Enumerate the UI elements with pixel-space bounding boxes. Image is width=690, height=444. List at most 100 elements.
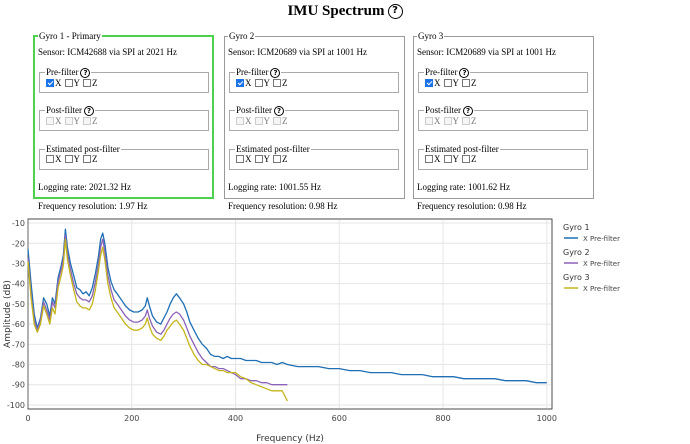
- help-icon[interactable]: ?: [84, 105, 94, 116]
- frequency-resolution: Frequency resolution: 0.98 Hz: [417, 201, 527, 211]
- gyro-panel-1: Gyro 1 - Primary Sensor: ICM42688 via SPI…: [33, 31, 214, 211]
- spectrum-chart[interactable]: 0 200 400 600 800 1000 -10 -20 -30 -40 -50 -60 -70 -8…: [0, 214, 690, 444]
- series-line-gyro-1: [27, 228, 547, 384]
- sensor-info: Sensor: ICM20689 via SPI at 1001 Hz: [417, 47, 556, 57]
- x-axis-checkbox[interactable]: [425, 155, 433, 163]
- z-axis-checkbox[interactable]: [83, 155, 91, 163]
- estimated-post-filter-legend: Estimated post-filter: [235, 144, 311, 154]
- pre-filter-group: Pre-filter? X Y Z: [418, 67, 588, 93]
- x-axis-checkbox[interactable]: [46, 155, 54, 163]
- gyro-panel-legend: Gyro 1 - Primary: [39, 31, 101, 41]
- estimated-post-filter-label: Estimated post-filter: [425, 144, 499, 154]
- z-axis-checkbox[interactable]: [83, 78, 91, 87]
- y-tick-label: -80: [12, 361, 25, 370]
- x-tick-label: 800: [435, 414, 450, 423]
- z-axis-checkbox[interactable]: [462, 78, 470, 87]
- y-axis-checkbox: [64, 116, 73, 125]
- x-axis-checkbox[interactable]: [236, 155, 244, 163]
- x-axis-label: X: [245, 154, 252, 164]
- pre-filter-legend: Pre-filter?: [424, 67, 470, 78]
- z-axis-checkbox[interactable]: [273, 78, 281, 87]
- y-tick-label: -70: [12, 340, 25, 349]
- post-filter-group: Post-filter? X Y Z: [229, 105, 399, 131]
- help-icon[interactable]: ?: [387, 4, 403, 20]
- z-axis-checkbox: [462, 116, 470, 125]
- pre-filter-legend: Pre-filter?: [45, 67, 91, 78]
- z-axis-checkbox[interactable]: [273, 155, 281, 163]
- estimated-post-filter-group: Estimated post-filter X Y Z: [229, 144, 399, 170]
- logging-rate: Logging rate: 1001.55 Hz: [228, 182, 321, 192]
- z-axis-label: Z: [282, 115, 288, 126]
- y-tick-label: -90: [12, 381, 25, 390]
- y-axis-checkbox: [254, 116, 263, 125]
- post-filter-label: Post-filter: [46, 105, 82, 115]
- x-axis-checkbox[interactable]: [425, 78, 433, 87]
- y-axis-label: Y: [263, 115, 271, 126]
- logging-rate: Logging rate: 2021.32 Hz: [38, 182, 131, 192]
- post-filter-label: Post-filter: [236, 105, 272, 115]
- pre-filter-group: Pre-filter? X Y Z: [39, 67, 209, 93]
- legend-item[interactable]: X Pre-filter: [583, 235, 620, 243]
- pre-filter-label: Pre-filter: [46, 67, 79, 77]
- gyro-panel-2: Gyro 2 Sensor: ICM20689 via SPI at 1001 H…: [224, 31, 405, 211]
- y-tick-label: -100: [7, 401, 25, 410]
- z-axis-checkbox[interactable]: [462, 155, 470, 163]
- y-axis-checkbox[interactable]: [443, 155, 452, 163]
- help-icon[interactable]: ?: [274, 105, 284, 116]
- y-axis-checkbox[interactable]: [64, 78, 73, 87]
- z-axis-checkbox: [83, 116, 91, 125]
- x-axis-label: X: [245, 77, 252, 88]
- plot-frame: [27, 218, 553, 410]
- y-axis-label: Y: [452, 154, 460, 164]
- y-axis-label: Y: [73, 115, 81, 126]
- post-filter-label: Post-filter: [425, 105, 461, 115]
- pre-filter-group: Pre-filter? X Y Z: [229, 67, 399, 93]
- help-icon[interactable]: ?: [459, 67, 470, 78]
- x-axis-checkbox[interactable]: [236, 78, 244, 87]
- help-icon[interactable]: ?: [463, 105, 473, 116]
- x-axis-label: X: [245, 115, 252, 126]
- help-icon[interactable]: ?: [80, 67, 91, 78]
- post-filter-legend: Post-filter?: [45, 105, 95, 116]
- y-axis-title: Amplitude (dB): [3, 280, 13, 348]
- y-axis-checkbox: [443, 116, 452, 125]
- page-title-text: IMU Spectrum: [287, 3, 385, 19]
- y-axis-label: Y: [452, 115, 460, 126]
- y-axis-label: Y: [263, 77, 271, 88]
- x-axis-label: X: [434, 115, 441, 126]
- estimated-post-filter-legend: Estimated post-filter: [45, 144, 121, 154]
- estimated-post-filter-label: Estimated post-filter: [46, 144, 120, 154]
- x-axis-label: X: [434, 154, 441, 164]
- legend-group-title: Gyro 1: [563, 223, 590, 232]
- estimated-post-filter-legend: Estimated post-filter: [424, 144, 500, 154]
- y-axis-checkbox[interactable]: [254, 78, 263, 87]
- x-tick-label: 1000: [537, 414, 557, 423]
- z-axis-label: Z: [92, 77, 98, 88]
- z-axis-label: Z: [92, 115, 98, 126]
- x-axis-checkbox[interactable]: [46, 78, 54, 87]
- x-axis-label: X: [434, 77, 441, 88]
- legend-item[interactable]: X Pre-filter: [583, 260, 620, 268]
- legend-item[interactable]: X Pre-filter: [583, 285, 620, 293]
- frequency-resolution: Frequency resolution: 0.98 Hz: [228, 201, 338, 211]
- z-axis-label: Z: [282, 154, 288, 164]
- y-axis-checkbox[interactable]: [443, 78, 452, 87]
- gyro-panel-legend: Gyro 3: [418, 31, 444, 41]
- post-filter-group: Post-filter? X Y Z: [39, 105, 209, 131]
- y-axis-checkbox[interactable]: [64, 155, 73, 163]
- x-tick-label: 0: [25, 414, 30, 423]
- x-tick-label: 400: [228, 414, 243, 423]
- help-icon[interactable]: ?: [270, 67, 281, 78]
- legend-group-title: Gyro 2: [563, 248, 590, 257]
- gyro-panel-3: Gyro 3 Sensor: ICM20689 via SPI at 1001 H…: [413, 31, 594, 211]
- z-axis-label: Z: [282, 77, 288, 88]
- x-axis-title: Frequency (Hz): [256, 434, 324, 444]
- y-axis-label: Y: [73, 77, 81, 88]
- y-axis-checkbox[interactable]: [254, 155, 263, 163]
- page-title: IMU Spectrum?: [0, 3, 690, 20]
- z-axis-label: Z: [471, 77, 477, 88]
- gyro-panel-legend: Gyro 2: [229, 31, 255, 41]
